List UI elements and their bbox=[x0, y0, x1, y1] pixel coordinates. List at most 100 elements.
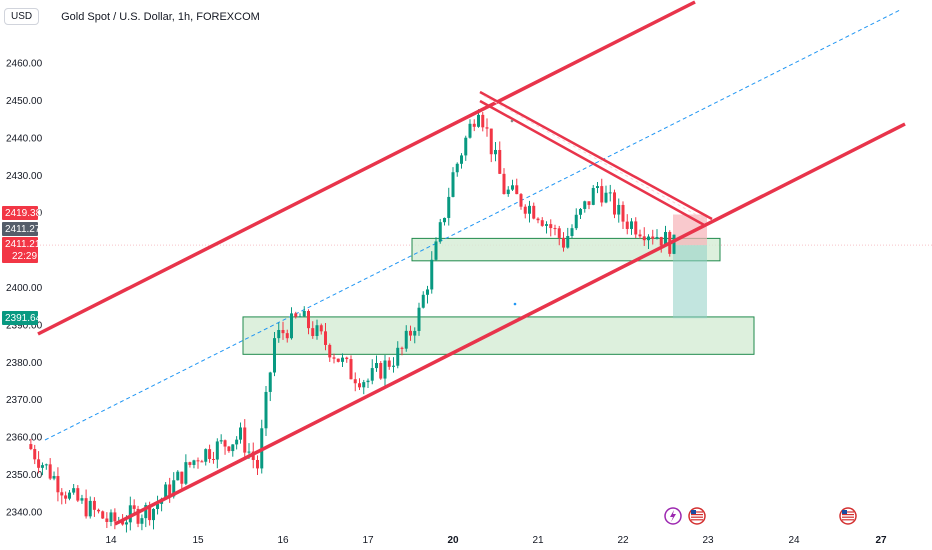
candle-body bbox=[596, 186, 599, 188]
candle-body bbox=[549, 224, 553, 229]
candle-body bbox=[273, 338, 276, 373]
candle-body bbox=[455, 163, 459, 173]
candle-body bbox=[311, 328, 315, 337]
candle-body bbox=[506, 189, 510, 195]
candle-body bbox=[600, 186, 604, 203]
candle-body bbox=[562, 237, 565, 248]
candle-body bbox=[608, 192, 612, 194]
candle-body bbox=[434, 241, 438, 260]
candle-body bbox=[48, 464, 52, 479]
candle-body bbox=[659, 236, 663, 246]
target-area bbox=[673, 245, 707, 319]
candle-body bbox=[113, 512, 117, 522]
candle-body bbox=[332, 357, 336, 359]
candle-body bbox=[502, 173, 506, 195]
candle-body bbox=[56, 476, 60, 493]
candle-body bbox=[256, 459, 259, 469]
candle-body bbox=[188, 462, 192, 465]
candle-body bbox=[281, 329, 285, 334]
x-tick-label: 21 bbox=[532, 535, 544, 546]
flag-canton bbox=[842, 510, 847, 514]
candle-body bbox=[523, 206, 527, 214]
candle-body bbox=[52, 476, 56, 479]
candle-body bbox=[121, 521, 125, 525]
candle-body bbox=[447, 196, 451, 218]
candle-body bbox=[97, 509, 101, 512]
currency-selector[interactable]: USD bbox=[4, 8, 40, 25]
candle-body bbox=[76, 488, 80, 501]
tag-green-bg bbox=[2, 311, 38, 325]
tag-green: 2391.64 bbox=[5, 313, 42, 324]
tag-price: 2411.21 bbox=[5, 239, 41, 250]
y-tick-label: 2430.00 bbox=[6, 171, 43, 182]
candle-body bbox=[438, 222, 442, 242]
candle-body bbox=[443, 217, 446, 223]
candle-body bbox=[168, 484, 172, 497]
candle-body bbox=[128, 505, 132, 523]
candle-body bbox=[634, 221, 638, 235]
candle-body bbox=[579, 208, 582, 215]
triangle-line-mid bbox=[483, 95, 710, 223]
candle-body bbox=[64, 495, 68, 499]
candle-body bbox=[396, 347, 400, 366]
candle-body bbox=[625, 221, 629, 229]
candle-body bbox=[109, 512, 113, 522]
marker-dot bbox=[513, 302, 517, 306]
candle-body bbox=[40, 465, 44, 468]
candle-body bbox=[235, 439, 239, 445]
candle-body bbox=[460, 155, 463, 164]
candle-body bbox=[387, 360, 391, 367]
candle-body bbox=[219, 440, 223, 442]
candle-body bbox=[617, 204, 621, 215]
candle-body bbox=[176, 471, 180, 481]
candle-body bbox=[184, 462, 188, 484]
candle-body bbox=[60, 492, 64, 496]
candle-body bbox=[587, 201, 591, 205]
candle-body bbox=[536, 218, 540, 221]
candle-body bbox=[204, 449, 208, 462]
candle-body bbox=[591, 187, 595, 205]
candle-body bbox=[172, 480, 176, 497]
candle-body bbox=[404, 330, 408, 349]
candle-body bbox=[80, 498, 84, 501]
candle-body bbox=[124, 522, 128, 525]
x-tick-label: 23 bbox=[702, 535, 714, 546]
candle-body bbox=[336, 358, 340, 362]
candle-body bbox=[362, 382, 366, 388]
x-tick-label: 24 bbox=[788, 535, 800, 546]
candle-body bbox=[566, 235, 570, 248]
candle-body bbox=[413, 330, 417, 336]
candle-body bbox=[200, 461, 204, 463]
candle-body bbox=[528, 205, 531, 214]
candle-body bbox=[156, 503, 160, 509]
candle-body bbox=[68, 492, 71, 499]
candle-body bbox=[464, 137, 468, 156]
candle-body bbox=[239, 427, 242, 440]
candle-body bbox=[37, 459, 41, 468]
y-tick-label: 2390.00 bbox=[6, 320, 43, 331]
candle-body bbox=[243, 427, 247, 453]
candle-body bbox=[553, 228, 557, 230]
candle-body bbox=[630, 221, 633, 229]
y-tick-label: 2400.00 bbox=[6, 283, 43, 294]
candle-body bbox=[345, 357, 349, 360]
lightning-glyph bbox=[670, 510, 676, 522]
tag-top-bg bbox=[2, 206, 38, 220]
candle-body bbox=[315, 325, 319, 337]
candle-body bbox=[379, 363, 383, 379]
candle-body bbox=[451, 172, 455, 197]
candle-body bbox=[494, 149, 497, 155]
candle-body bbox=[290, 313, 293, 339]
candle-body bbox=[570, 228, 574, 236]
y-tick-label: 2370.00 bbox=[6, 395, 43, 406]
candle-body bbox=[392, 365, 395, 367]
candle-body bbox=[215, 441, 219, 460]
candle-body bbox=[298, 316, 302, 318]
candle-body bbox=[621, 204, 625, 222]
candle-body bbox=[383, 360, 387, 379]
candle-body bbox=[180, 471, 184, 484]
candle-body bbox=[655, 236, 659, 239]
candle-body bbox=[231, 444, 235, 452]
